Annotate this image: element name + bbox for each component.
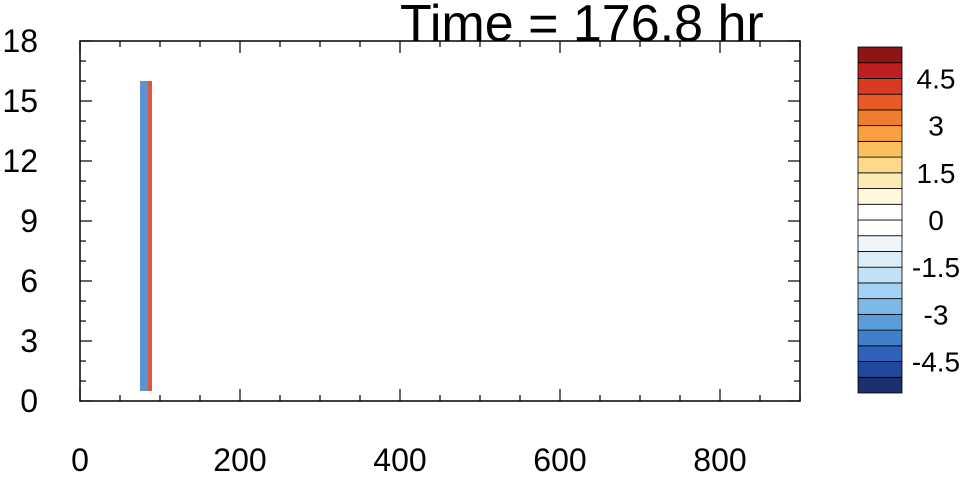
colorbar-box [857, 172, 903, 189]
colorbar-box [857, 93, 903, 111]
colorbar-box [857, 313, 903, 331]
x-tick-label: 400 [373, 442, 426, 473]
colorbar-box [857, 156, 903, 174]
colorbar-box [857, 219, 903, 237]
colorbar-box [857, 203, 903, 221]
y-tick-label: 6 [20, 263, 38, 299]
y-tick-label: 0 [20, 383, 38, 419]
colorbar-label: -3 [924, 299, 949, 330]
colorbar-label: 4.5 [917, 63, 956, 94]
colorbar-box [857, 46, 903, 64]
colorbar-box [857, 140, 903, 158]
colorbar-box [857, 62, 903, 79]
y-tick-label: 18 [2, 23, 38, 59]
colorbar-box [857, 361, 903, 378]
x-tick-label: 600 [533, 442, 586, 473]
x-axis: 0 200 400 600 800 [71, 41, 801, 478]
contour-stripe-1 [148, 81, 152, 391]
y-tick-label: 9 [20, 203, 38, 239]
colorbar-box [857, 235, 903, 252]
y-axis: 0 3 6 9 12 15 18 [2, 23, 800, 419]
colorbar-box [857, 329, 903, 347]
colorbar-box [857, 188, 903, 205]
contour-region-0 [80, 41, 800, 401]
y-tick-label: 15 [2, 83, 38, 119]
colorbar-box [857, 109, 903, 127]
colorbar-box [857, 266, 903, 284]
y-tick-label: 3 [20, 323, 38, 359]
contour-stripe-0 [140, 81, 148, 391]
colorbar-box [857, 298, 903, 315]
colorbar-label: -4.5 [912, 347, 960, 378]
y-tick-label: 12 [2, 143, 38, 179]
x-tick-label: 200 [213, 442, 266, 473]
colorbar: 4.5 3 1.5 0 -1.5 -3 -4.5 [857, 46, 960, 394]
plot-area [80, 41, 800, 401]
colorbar-box [857, 125, 903, 142]
x-tick-label: 0 [71, 442, 89, 473]
colorbar-label: 3 [928, 111, 944, 142]
colorbar-box [857, 251, 903, 268]
colorbar-label: 0 [928, 205, 944, 236]
colorbar-box [857, 78, 903, 95]
x-tick-label: 800 [693, 442, 746, 473]
colorbar-box [857, 376, 903, 394]
colorbar-box [857, 345, 903, 362]
colorbar-box [857, 282, 903, 300]
colorbar-label: 1.5 [917, 158, 956, 189]
colorbar-label: -1.5 [912, 252, 960, 283]
